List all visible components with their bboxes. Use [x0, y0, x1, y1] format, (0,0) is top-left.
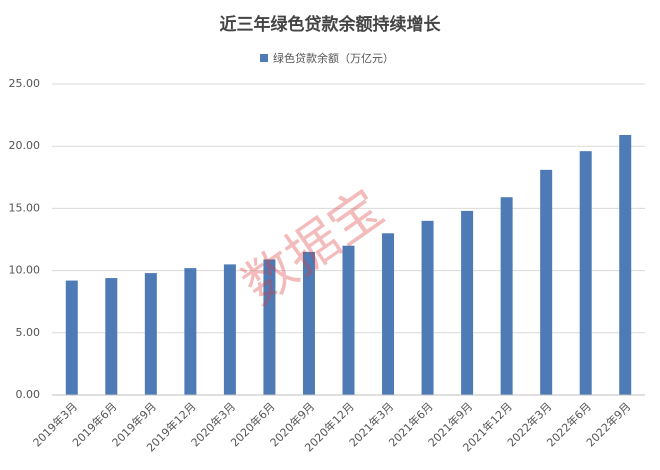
bar: [500, 197, 513, 395]
bar: [421, 220, 434, 395]
bar: [382, 233, 395, 395]
y-tick-label: 10.00: [9, 264, 41, 277]
bar: [144, 273, 157, 395]
bar: [461, 210, 474, 395]
bar: [263, 259, 276, 395]
y-tick-label: 5.00: [16, 326, 41, 339]
bar: [65, 280, 78, 395]
chart-title: 近三年绿色贷款余额持续增长: [220, 14, 442, 35]
bar: [619, 135, 632, 395]
bar: [302, 251, 315, 395]
y-tick-label: 0.00: [16, 388, 41, 401]
legend-label: 绿色贷款余额（万亿元）: [273, 51, 394, 65]
bar: [105, 278, 118, 395]
bar: [540, 169, 553, 395]
y-tick-label: 25.00: [9, 77, 41, 90]
bar: [223, 264, 236, 395]
bar: [342, 245, 355, 395]
bar: [184, 268, 197, 395]
bar: [579, 151, 592, 395]
y-tick-label: 15.00: [9, 201, 41, 214]
legend-marker: [260, 54, 268, 62]
y-tick-label: 20.00: [9, 139, 41, 152]
